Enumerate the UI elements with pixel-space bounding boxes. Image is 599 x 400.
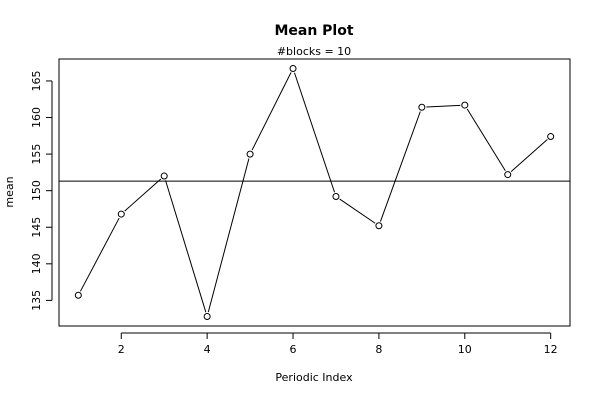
point-5 bbox=[246, 150, 254, 158]
chart-title: Mean Plot bbox=[274, 23, 353, 39]
point-11 bbox=[504, 171, 512, 179]
x-tick-label-10: 10 bbox=[458, 343, 472, 356]
point-3 bbox=[160, 172, 168, 180]
x-axis: 2 4 6 8 10 12 bbox=[118, 332, 558, 356]
x-tick-label-8: 8 bbox=[375, 343, 382, 356]
line-segment-7 bbox=[339, 198, 376, 224]
y-axis-label: mean bbox=[3, 176, 16, 207]
point-1 bbox=[74, 291, 82, 299]
line-segment-3 bbox=[165, 180, 207, 313]
plot-frame bbox=[58, 58, 571, 327]
y-tick-label-150: 150 bbox=[30, 180, 43, 201]
line-segment-11 bbox=[510, 139, 548, 172]
line-segment-2 bbox=[124, 178, 162, 212]
point-10 bbox=[461, 101, 469, 109]
y-tick-label-145: 145 bbox=[30, 217, 43, 238]
line-segment-10 bbox=[466, 108, 506, 172]
point-2 bbox=[117, 210, 125, 218]
y-axis: 135 140 145 150 155 160 165 bbox=[30, 70, 53, 311]
x-tick-label-2: 2 bbox=[118, 343, 125, 356]
point-4 bbox=[203, 312, 211, 320]
point-9 bbox=[418, 103, 426, 111]
series-mean bbox=[74, 65, 555, 320]
point-12 bbox=[547, 133, 555, 141]
line-segment-4 bbox=[207, 158, 250, 313]
line-segment-8 bbox=[379, 111, 421, 222]
chart-subtitle: #blocks = 10 bbox=[277, 45, 351, 58]
x-tick-label-12: 12 bbox=[544, 343, 558, 356]
y-tick-label-135: 135 bbox=[30, 290, 43, 311]
x-axis-label: Periodic Index bbox=[275, 371, 353, 384]
line-segment-6 bbox=[293, 72, 336, 193]
line-segment-9 bbox=[426, 104, 461, 108]
y-tick-label-155: 155 bbox=[30, 144, 43, 165]
line-segment-1 bbox=[79, 217, 120, 292]
line-segment-5 bbox=[251, 72, 292, 151]
point-8 bbox=[375, 222, 383, 230]
point-6 bbox=[289, 65, 297, 73]
y-tick-label-160: 160 bbox=[30, 107, 43, 128]
x-tick-label-6: 6 bbox=[290, 343, 297, 356]
point-7 bbox=[332, 193, 340, 201]
y-tick-label-165: 165 bbox=[30, 70, 43, 91]
x-tick-label-4: 4 bbox=[204, 343, 211, 356]
y-tick-label-140: 140 bbox=[30, 253, 43, 274]
